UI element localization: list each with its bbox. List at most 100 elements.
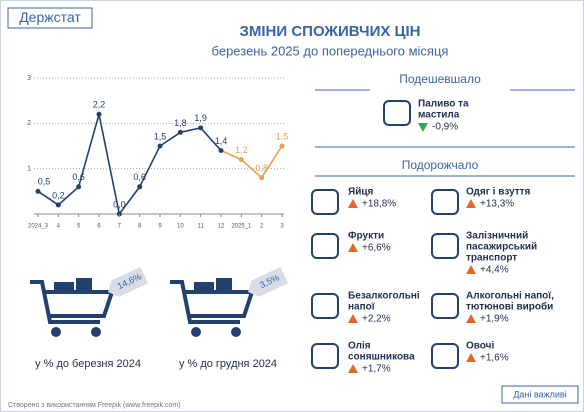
- button-label[interactable]: Дані важливі: [513, 389, 566, 399]
- point: [96, 111, 102, 117]
- cheaper-title: Подешевшало: [399, 72, 481, 86]
- item-name: Фрукти: [348, 231, 384, 242]
- box: [194, 282, 214, 294]
- x-tick-label: 5: [77, 224, 81, 230]
- cart: 14,6%: [30, 266, 149, 337]
- point: [198, 125, 204, 131]
- y-tick-label: 2: [27, 120, 31, 127]
- box: [54, 282, 74, 294]
- item-icon: [431, 189, 459, 215]
- item-name: Алкогольні напої,: [466, 291, 554, 302]
- value-label: 0,5: [38, 177, 51, 187]
- tag-shape: [108, 266, 149, 297]
- item-change: +6,6%: [362, 243, 391, 254]
- x-tick-label: 9: [158, 224, 162, 230]
- item-name: Паливо та: [418, 99, 469, 110]
- value-label: 1,9: [194, 113, 207, 123]
- cart: 3,5%: [170, 266, 289, 337]
- subtitle: березень 2025 до попереднього місяця: [212, 43, 449, 58]
- y-tick-label: 1: [27, 166, 31, 173]
- item-change: +1,6%: [480, 353, 509, 364]
- item-name: Яйця: [348, 187, 373, 198]
- item-icon: [383, 100, 411, 126]
- wheel: [91, 327, 101, 337]
- item-name: Олія: [348, 341, 371, 352]
- value-label: 1,2: [235, 145, 248, 155]
- item-name: соняшникова: [348, 352, 415, 363]
- item-change: +18,8%: [362, 199, 396, 210]
- arrow: [348, 199, 358, 208]
- item-change: +2,2%: [362, 314, 391, 325]
- arrow: [348, 364, 358, 373]
- value-label: 0,8: [255, 163, 268, 173]
- x-tick-label: 8: [138, 224, 142, 230]
- item-icon: [311, 343, 339, 369]
- line-segment: [37, 114, 222, 216]
- x-tick-label: 2: [260, 224, 264, 230]
- arrow: [466, 353, 476, 362]
- item-name: мастила: [418, 110, 460, 121]
- point: [35, 188, 41, 194]
- item-change: +4,4%: [480, 265, 509, 276]
- x-tick-label: 4: [57, 224, 61, 230]
- item-change: +1,7%: [362, 364, 391, 375]
- item-name: транспорт: [466, 253, 517, 264]
- point: [177, 129, 183, 135]
- y-tick-label: 3: [27, 75, 31, 82]
- value-label: 2,2: [93, 100, 106, 110]
- line-segment: [220, 145, 283, 179]
- point: [218, 148, 224, 154]
- value-label: 1,8: [174, 118, 187, 128]
- item-name: Одяг і взуття: [466, 187, 531, 198]
- x-tick-label: 7: [118, 224, 122, 230]
- arrow: [348, 243, 358, 252]
- item-change: +1,9%: [480, 314, 509, 325]
- brand: Держстат: [19, 9, 81, 25]
- item-change: -0,9%: [432, 122, 458, 133]
- item-name: Безалкогольні: [348, 291, 420, 302]
- value-label: 0,2: [52, 190, 65, 200]
- item-change: +13,3%: [480, 199, 514, 210]
- x-tick-label: 6: [97, 224, 101, 230]
- point: [76, 184, 82, 190]
- value-label: 0,0: [113, 199, 126, 209]
- item-icon: [431, 343, 459, 369]
- item-name: напої: [348, 302, 375, 313]
- value-label: 1,5: [154, 131, 167, 141]
- point: [137, 184, 143, 190]
- item-name: Залізничний: [466, 231, 528, 242]
- value-label: 0,6: [133, 172, 146, 182]
- price-tag: 14,6%: [108, 266, 149, 297]
- cart-label: у % до грудня 2024: [179, 358, 277, 370]
- credit: Створено з використанням Freepik (www.fr…: [8, 402, 181, 409]
- item-icon: [311, 189, 339, 215]
- x-tick-label: 12: [218, 224, 225, 230]
- point: [238, 157, 244, 163]
- button[interactable]: [501, 385, 579, 404]
- item-icon: [431, 233, 459, 259]
- point: [279, 143, 285, 149]
- arrow: [466, 314, 476, 323]
- arrow: [418, 123, 428, 132]
- value-label: 1,4: [215, 136, 228, 146]
- point: [259, 175, 265, 181]
- title: ЗМІНИ СПОЖИВЧИХ ЦІН: [240, 23, 421, 40]
- x-tick-label: 2024_3: [28, 224, 49, 230]
- wheel: [51, 327, 61, 337]
- arrow: [348, 314, 358, 323]
- item-icon: [431, 293, 459, 319]
- x-tick-label: 2025_1: [231, 224, 252, 230]
- item-name: Овочі: [466, 341, 494, 352]
- price-tag: 3,5%: [248, 266, 289, 297]
- item-icon: [311, 293, 339, 319]
- x-tick-label: 10: [177, 224, 184, 230]
- point: [157, 143, 163, 149]
- box: [76, 278, 92, 294]
- brand-box: [7, 7, 93, 29]
- arrow: [466, 265, 476, 274]
- value-label: 1,5: [276, 131, 289, 141]
- tag-shape: [248, 266, 289, 297]
- value-label: 0,6: [72, 172, 85, 182]
